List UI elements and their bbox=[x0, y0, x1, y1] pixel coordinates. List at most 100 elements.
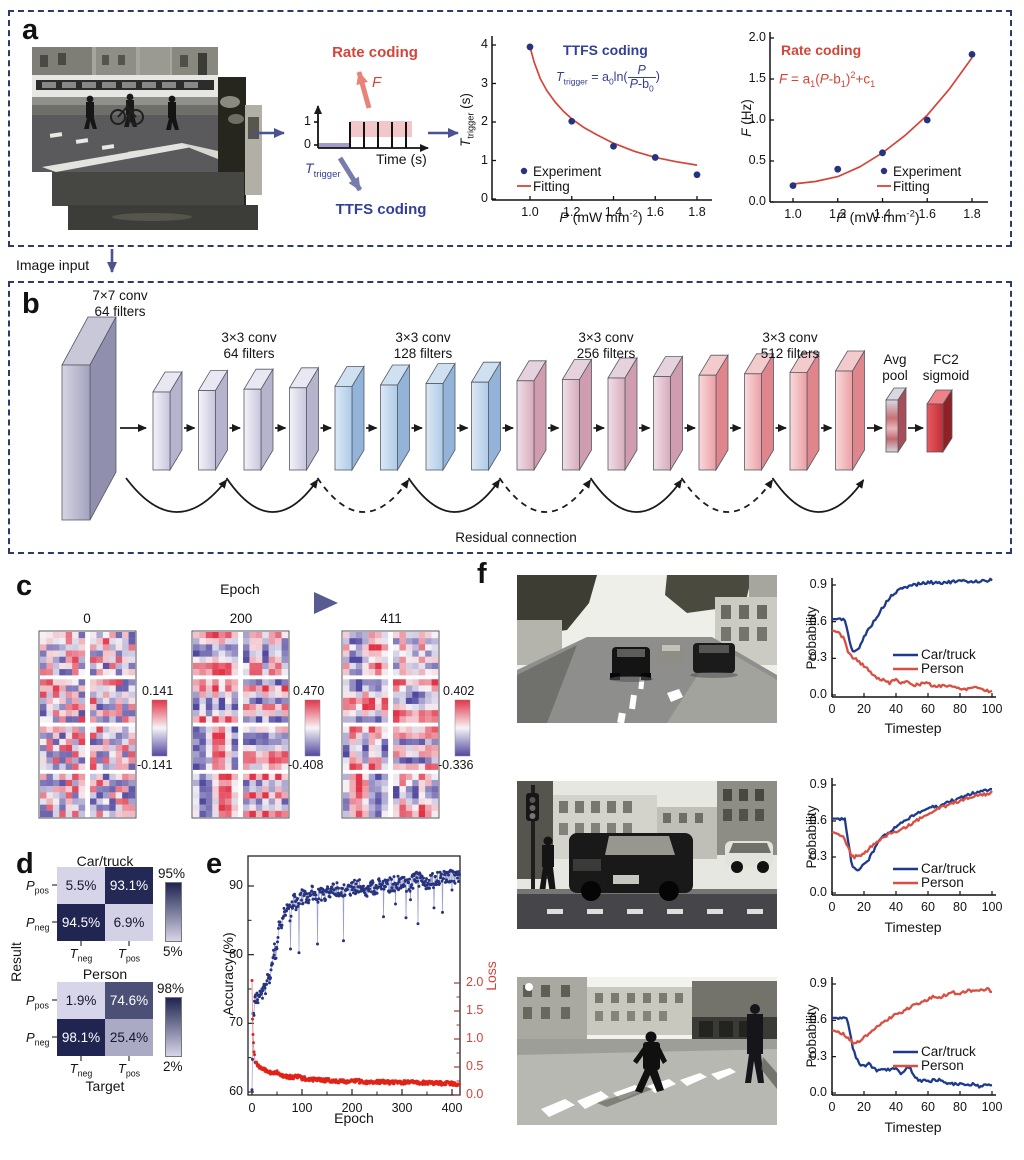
panel-b-box bbox=[8, 281, 1012, 554]
e-xtick: 0 bbox=[248, 1101, 256, 1115]
panel-a-label: a bbox=[22, 14, 39, 46]
e-ytick-right: 0.0 bbox=[466, 1087, 484, 1101]
street-photo-f2 bbox=[517, 781, 777, 929]
heatmap-epoch-0 bbox=[40, 632, 136, 818]
confusion-cell: 98.1% bbox=[57, 1019, 105, 1056]
timestep-xlabel-3: Timestep bbox=[884, 1119, 942, 1135]
rate-chart-ytick: 0.0 bbox=[748, 194, 766, 208]
target-xlabel: Target bbox=[85, 1078, 125, 1094]
cb3-max: 0.402 bbox=[443, 684, 475, 698]
f-ytick: 0.0 bbox=[809, 885, 827, 899]
f2-legend-car: Car/truck bbox=[921, 861, 976, 876]
f-ytick: 0.3 bbox=[809, 849, 827, 863]
ttfs-chart-ytick: 0 bbox=[481, 191, 488, 205]
ttfs-chart-ytick: 4 bbox=[481, 37, 488, 51]
rate-legend-fitting: Fitting bbox=[893, 179, 930, 194]
stage-label-512: 3×3 conv 512 filters bbox=[760, 330, 820, 361]
ttfs-legend-fitting: Fitting bbox=[533, 179, 570, 194]
confusion-cell: 94.5% bbox=[57, 904, 105, 941]
rate-chart bbox=[769, 32, 988, 203]
f-ytick: 0.9 bbox=[809, 777, 827, 791]
epoch-arrow-label: Epoch bbox=[220, 581, 260, 597]
conv1-label: 7×7 conv 64 filters bbox=[92, 288, 148, 319]
f-ytick: 0.6 bbox=[809, 1012, 827, 1027]
heatmap-epoch-200 bbox=[193, 632, 289, 818]
e-ytick-left: 70 bbox=[229, 1015, 243, 1030]
f-xtick: 60 bbox=[921, 900, 935, 914]
e-xtick: 400 bbox=[441, 1101, 463, 1115]
e-ytick-right: 1.0 bbox=[466, 1031, 484, 1045]
cb1-max: 0.141 bbox=[142, 684, 174, 698]
e-xtick: 300 bbox=[391, 1101, 413, 1115]
resnet-diagram bbox=[61, 316, 953, 521]
spike-coding-diagram bbox=[107, 71, 459, 273]
matrix-col-label: Tneg bbox=[69, 1061, 93, 1079]
f-xtick: 100 bbox=[981, 702, 1003, 716]
rate-legend-experiment: Experiment bbox=[893, 164, 962, 179]
cb2-min: -0.408 bbox=[288, 758, 324, 772]
ttfs-chart-xtick: 1.2 bbox=[563, 205, 581, 219]
image-input-label: Image input bbox=[16, 257, 90, 273]
panel-e-label: e bbox=[206, 848, 223, 880]
f2-legend-person: Person bbox=[921, 875, 964, 890]
f-ytick: 0.0 bbox=[809, 687, 827, 701]
rate-chart-xtick: 1.6 bbox=[918, 207, 936, 221]
epoch-xlabel: Epoch bbox=[334, 1110, 374, 1126]
ttfs-formula: Ttrigger = a0ln(P P-b0) bbox=[556, 63, 660, 93]
rate-chart-xtick: 1.2 bbox=[829, 207, 847, 221]
panel-b-label: b bbox=[22, 288, 40, 320]
avg-pool-label: Avg pool bbox=[882, 352, 908, 383]
confusion-cell: 5.5% bbox=[57, 867, 105, 904]
time-axis-label: Time (s) bbox=[376, 151, 427, 167]
ttfs-chart-ytick: 2 bbox=[481, 114, 488, 128]
f-ytick: 0.9 bbox=[809, 577, 827, 591]
f-xtick: 0 bbox=[828, 900, 836, 914]
frequency-symbol: F bbox=[372, 74, 382, 91]
spike-tick-1: 1 bbox=[304, 114, 311, 128]
f-ytick: 0.6 bbox=[809, 613, 827, 628]
matrix-row-label: Pneg bbox=[26, 1030, 50, 1048]
panel-f-label: f bbox=[477, 558, 487, 590]
f-ytick: 0.0 bbox=[809, 1085, 827, 1099]
cb-d1-min: 5% bbox=[163, 944, 183, 959]
rate-chart-xtick: 1.4 bbox=[873, 207, 892, 221]
ttfs-chart-ytick: 3 bbox=[481, 75, 488, 90]
probability-chart-2 bbox=[831, 778, 996, 896]
cb3-min: -0.336 bbox=[438, 758, 474, 772]
panel-c-label: c bbox=[16, 570, 33, 602]
rate-chart-ytick: 1.0 bbox=[748, 112, 766, 126]
e-xtick: 100 bbox=[291, 1101, 313, 1115]
cb-d1-max: 95% bbox=[158, 866, 186, 881]
result-ylabel: Result bbox=[7, 942, 24, 982]
f-xtick: 60 bbox=[921, 1100, 935, 1114]
confusion-cell: 74.6% bbox=[105, 982, 153, 1019]
rate-formula: F = a1(P-b1)2+c1 bbox=[779, 70, 876, 90]
stage-label-256: 3×3 conv 256 filters bbox=[576, 330, 636, 361]
spike-tick-0: 0 bbox=[304, 137, 311, 151]
rate-plot-title: Rate coding bbox=[781, 42, 862, 58]
f3-legend-person: Person bbox=[921, 1058, 964, 1073]
matrix-colorbar bbox=[165, 997, 182, 1057]
matrix-colorbar bbox=[165, 882, 182, 942]
rate-chart-xtick: 1.0 bbox=[784, 207, 802, 221]
timestep-xlabel-1: Timestep bbox=[884, 720, 942, 736]
ttfs-xlabel: P (mW mm-2) bbox=[559, 208, 643, 225]
probability-chart-3 bbox=[831, 977, 996, 1096]
matrix-row-label: Pneg bbox=[26, 915, 50, 933]
e-ytick-right: 2.0 bbox=[466, 975, 484, 989]
timestep-xlabel-2: Timestep bbox=[884, 919, 942, 935]
heatmap-epoch-411 bbox=[343, 632, 439, 818]
ttfs-chart-xtick: 1.8 bbox=[688, 205, 706, 219]
rate-coding-label: Rate coding bbox=[332, 44, 418, 61]
training-chart bbox=[247, 855, 461, 1096]
street-photo-f1 bbox=[517, 575, 777, 723]
f-xtick: 80 bbox=[953, 1100, 967, 1114]
epoch-200-label: 200 bbox=[229, 611, 253, 626]
cb2-max: 0.470 bbox=[293, 684, 325, 698]
f-xtick: 100 bbox=[981, 900, 1003, 914]
epoch-0-label: 0 bbox=[83, 611, 91, 626]
e-ytick-right: 1.5 bbox=[466, 1003, 484, 1017]
cb1-min: -0.141 bbox=[137, 758, 173, 772]
ttfs-chart-xtick: 1.0 bbox=[521, 205, 539, 219]
